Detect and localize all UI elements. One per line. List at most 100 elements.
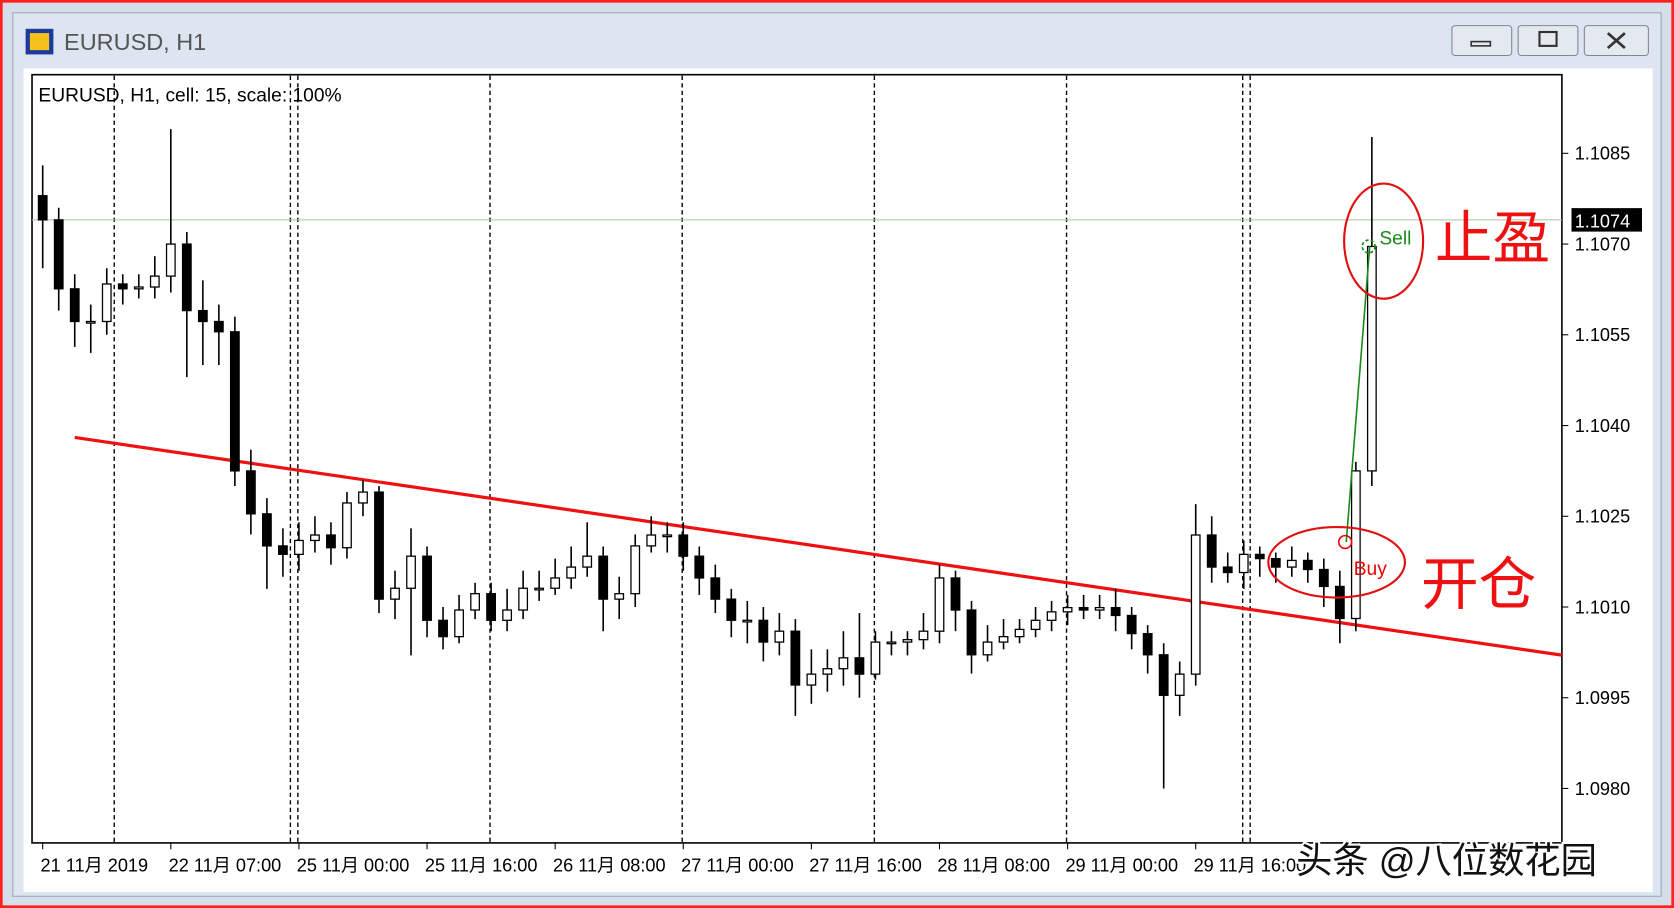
x-tick-label: 22 11月 07:00 — [169, 856, 282, 876]
candle-body — [1334, 585, 1345, 620]
candle-body — [918, 630, 929, 641]
maximize-button[interactable] — [1517, 25, 1579, 57]
candle-body — [486, 593, 497, 621]
y-tick-label: 1.0980 — [1575, 779, 1630, 799]
x-tick-label: 26 11月 08:00 — [553, 856, 666, 876]
candle-body — [1238, 553, 1249, 574]
candle-body — [229, 331, 240, 472]
candle-body — [117, 283, 128, 290]
close-icon — [1606, 32, 1626, 50]
plot-area — [31, 73, 1563, 844]
x-tick-label: 27 11月 00:00 — [681, 856, 794, 876]
window-title: EURUSD, H1 — [64, 29, 206, 55]
candle-body — [694, 555, 705, 579]
candle-body — [1190, 534, 1201, 675]
candle-body — [1206, 534, 1217, 568]
x-tick-label: 21 11月 2019 — [41, 856, 149, 876]
candle-body — [1062, 606, 1073, 613]
candle-body — [582, 555, 593, 568]
candle-body — [646, 534, 657, 547]
candle-body — [790, 630, 801, 686]
x-tick-label: 27 11月 16:00 — [809, 856, 922, 876]
candle-body — [950, 577, 961, 611]
y-tick-label: 1.1040 — [1575, 416, 1630, 436]
candle-body — [518, 587, 529, 611]
candle-body — [854, 657, 865, 675]
candle-body — [37, 195, 48, 221]
y-tick-label: 1.1070 — [1575, 234, 1630, 254]
candle-body — [53, 219, 64, 290]
candle-body — [774, 630, 785, 643]
candle-body — [390, 587, 400, 600]
candle-body — [149, 275, 160, 288]
y-tick-label: 1.1025 — [1575, 507, 1630, 527]
candle-body — [822, 668, 833, 675]
x-tick-label: 29 11月 16:00 — [1194, 856, 1307, 876]
x-tick-label: 28 11月 08:00 — [937, 856, 1050, 876]
candle-body — [1254, 553, 1265, 560]
candle-body — [1014, 628, 1025, 638]
candle-body — [502, 609, 513, 621]
candle-body — [197, 309, 208, 323]
candle-body — [870, 641, 881, 675]
minimize-icon — [1470, 40, 1492, 47]
candle-body — [1158, 654, 1169, 696]
y-tick-label: 1.1085 — [1575, 144, 1630, 164]
candle-body — [1126, 614, 1137, 635]
candle-body — [998, 636, 1009, 643]
open-position-note: 开仓 — [1421, 553, 1536, 617]
candle-body — [1222, 566, 1233, 574]
y-tick-label: 1.0995 — [1575, 688, 1630, 708]
x-tick-label: 25 11月 00:00 — [297, 856, 410, 876]
candle-body — [438, 619, 448, 638]
take-profit-note: 止盈 — [1435, 207, 1550, 271]
candle-body — [470, 593, 480, 611]
candle-body — [726, 598, 737, 621]
candle-body — [245, 470, 256, 515]
app-icon-inner — [29, 33, 50, 51]
last-price-label: 1.1074 — [1575, 211, 1630, 231]
highlight-ellipse — [1343, 182, 1425, 300]
buy-label: Buy — [1354, 559, 1387, 580]
candle-body — [678, 534, 689, 557]
candle-body — [1046, 611, 1057, 621]
candle-body — [1078, 606, 1089, 611]
candle-body — [422, 555, 432, 621]
y-tick-label: 1.1010 — [1575, 597, 1630, 617]
day-separators — [113, 75, 1251, 842]
candle-body — [758, 619, 769, 643]
candle-body — [1270, 557, 1281, 568]
highlight-ellipse — [1267, 526, 1407, 599]
candle-body — [1110, 606, 1121, 617]
candle-body — [85, 320, 96, 324]
candle-body — [133, 286, 144, 290]
candle-body — [213, 320, 224, 333]
maximize-icon — [1538, 30, 1558, 47]
candle-body — [454, 609, 464, 638]
candle-body — [966, 609, 977, 656]
candle-body — [1030, 619, 1041, 631]
candle-body — [710, 577, 721, 600]
candle-body — [181, 243, 192, 312]
candle-body — [742, 619, 753, 623]
candle-body — [838, 657, 849, 670]
candle-body — [165, 243, 176, 277]
watermark: 头条 @八位数花园 — [1296, 840, 1597, 881]
candle-body — [261, 513, 272, 547]
candle-body — [982, 641, 993, 656]
sell-marker — [1361, 239, 1376, 254]
candle-body — [598, 555, 609, 600]
candle-body — [326, 534, 336, 549]
candle-body — [1318, 568, 1329, 588]
trend-line — [74, 435, 1563, 657]
candle-body — [101, 283, 112, 323]
candle-body — [294, 539, 304, 556]
candle-body — [1286, 559, 1297, 568]
minimize-button[interactable] — [1451, 25, 1513, 57]
candle-body — [550, 577, 561, 589]
candle-body — [69, 288, 80, 323]
x-tick-label: 29 11月 00:00 — [1065, 856, 1178, 876]
